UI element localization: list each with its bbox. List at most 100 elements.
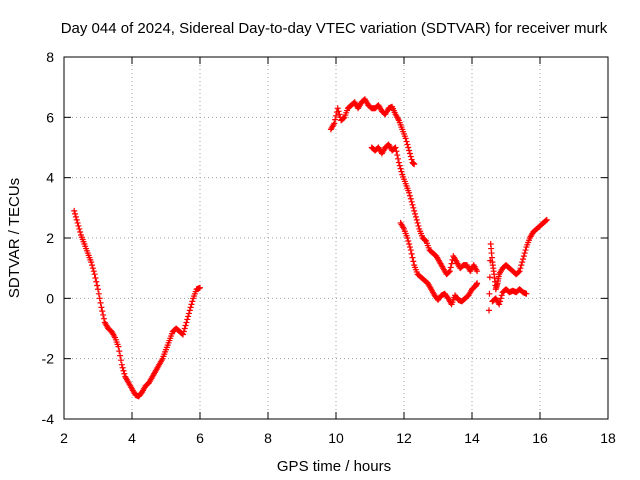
data-point-segment-1	[76, 225, 83, 232]
data-point-segment-2	[402, 135, 409, 142]
data-point-segment-3	[422, 237, 429, 244]
data-point-segment-1	[75, 222, 82, 229]
data-point-segment-2	[408, 156, 415, 163]
data-point-segment-1	[74, 219, 81, 226]
y-tick-label: -4	[42, 411, 55, 427]
data-point-segment-2	[340, 115, 347, 122]
data-point-segment-1	[95, 290, 102, 297]
data-point-segment-1	[121, 370, 128, 377]
data-point-segment-1	[117, 352, 124, 359]
data-point-segment-1	[97, 299, 104, 306]
x-tick-label: 16	[532, 430, 548, 446]
data-point-segment-3	[412, 210, 419, 217]
data-point-segment-3	[414, 219, 421, 226]
data-point-segment-5	[520, 256, 526, 263]
data-point-segment-4	[404, 235, 411, 241]
data-point-segment-5	[518, 262, 525, 269]
data-point-segment-3	[412, 213, 419, 220]
data-point-segment-3	[392, 144, 399, 151]
data-point-segment-3	[409, 201, 416, 208]
data-point-segment-1	[115, 343, 122, 350]
data-point-segment-1	[96, 295, 103, 302]
data-point-segment-1	[120, 367, 127, 374]
data-point-segment-6	[497, 295, 504, 302]
data-point-segment-3	[406, 192, 413, 199]
data-point-segment-3	[397, 165, 404, 172]
data-point-segment-2	[335, 108, 342, 115]
data-point-segment-2	[407, 153, 414, 160]
data-point-segment-1	[181, 325, 188, 332]
x-tick-label: 10	[328, 430, 344, 446]
data-point-segment-3	[410, 204, 417, 211]
data-point-segment-1	[100, 311, 107, 318]
data-point-segment-1	[119, 364, 126, 371]
data-point-segment-2	[411, 161, 418, 168]
data-point-segment-5	[543, 216, 550, 223]
data-point-segment-1	[93, 278, 100, 285]
data-point-segment-3	[415, 222, 422, 229]
data-point-segment-1	[91, 271, 98, 278]
data-point-segment-1	[72, 213, 79, 220]
data-point-segment-5	[517, 265, 524, 272]
data-point-segment-1	[189, 298, 196, 305]
data-point-segment-3	[395, 155, 402, 162]
data-point-segment-3	[395, 159, 402, 166]
data-point-segment-5	[520, 253, 527, 260]
data-point-segment-5	[515, 268, 522, 275]
data-point-segment-1	[88, 259, 95, 266]
y-tick-label: 4	[46, 170, 54, 186]
data-point-segment-1	[92, 274, 99, 281]
data-point-segment-1	[94, 282, 101, 289]
data-point-segment-5	[542, 217, 549, 224]
data-point-segment-4	[406, 241, 413, 248]
y-tick-label: 0	[46, 290, 54, 306]
data-point-segment-2	[405, 144, 412, 151]
data-point-segment-1	[118, 361, 125, 368]
y-tick-label: 8	[46, 49, 54, 65]
data-point-segment-1	[183, 319, 190, 326]
data-point-segment-2	[406, 150, 413, 157]
data-point-segment-1	[180, 328, 187, 335]
data-point-segment-1	[187, 304, 194, 311]
data-point-segment-6	[496, 301, 503, 308]
data-point-segment-3	[413, 216, 420, 223]
data-point-segment-6	[498, 292, 505, 299]
data-point-segment-5	[521, 250, 528, 257]
data-point-segment-6	[497, 298, 504, 305]
data-point-segment-5	[516, 268, 523, 275]
data-point-segment-1	[98, 304, 105, 311]
data-point-segment-1	[184, 316, 191, 323]
data-point-segment-2	[336, 111, 343, 118]
data-point-segment-3	[394, 152, 401, 159]
y-tick-label: -2	[42, 351, 55, 367]
data-point-segment-1	[197, 284, 203, 291]
data-point-segment-1	[71, 207, 78, 214]
x-axis-label: GPS time / hours	[277, 458, 391, 475]
data-point-segment-1	[73, 216, 80, 223]
data-point-segment-3	[408, 198, 415, 205]
data-point-segment-2	[406, 147, 413, 154]
data-point-segment-2	[404, 141, 411, 148]
x-tick-label: 12	[396, 430, 412, 446]
data-point-segment-4	[410, 258, 417, 265]
data-point-segment-1	[180, 331, 186, 338]
y-axis-label: SDTVAR / TECUs	[6, 178, 23, 298]
data-point-segment-3	[407, 195, 414, 202]
data-point-segment-1	[95, 286, 101, 293]
data-point-segment-5	[486, 274, 493, 281]
data-point-segment-6	[523, 290, 530, 297]
data-point-segment-3	[447, 264, 454, 271]
data-point-segment-3	[446, 268, 453, 275]
data-point-segment-3	[448, 260, 455, 267]
data-point-segment-2	[331, 120, 338, 127]
data-point-segment-5	[486, 290, 493, 297]
data-point-segment-1	[185, 310, 192, 317]
data-point-segment-4	[405, 238, 412, 245]
data-point-segment-5	[519, 259, 526, 266]
x-tick-label: 6	[196, 430, 204, 446]
data-point-segment-3	[393, 148, 400, 155]
y-tick-label: 2	[46, 230, 54, 246]
data-point-segment-5	[486, 307, 492, 314]
data-point-segment-4	[474, 280, 481, 287]
